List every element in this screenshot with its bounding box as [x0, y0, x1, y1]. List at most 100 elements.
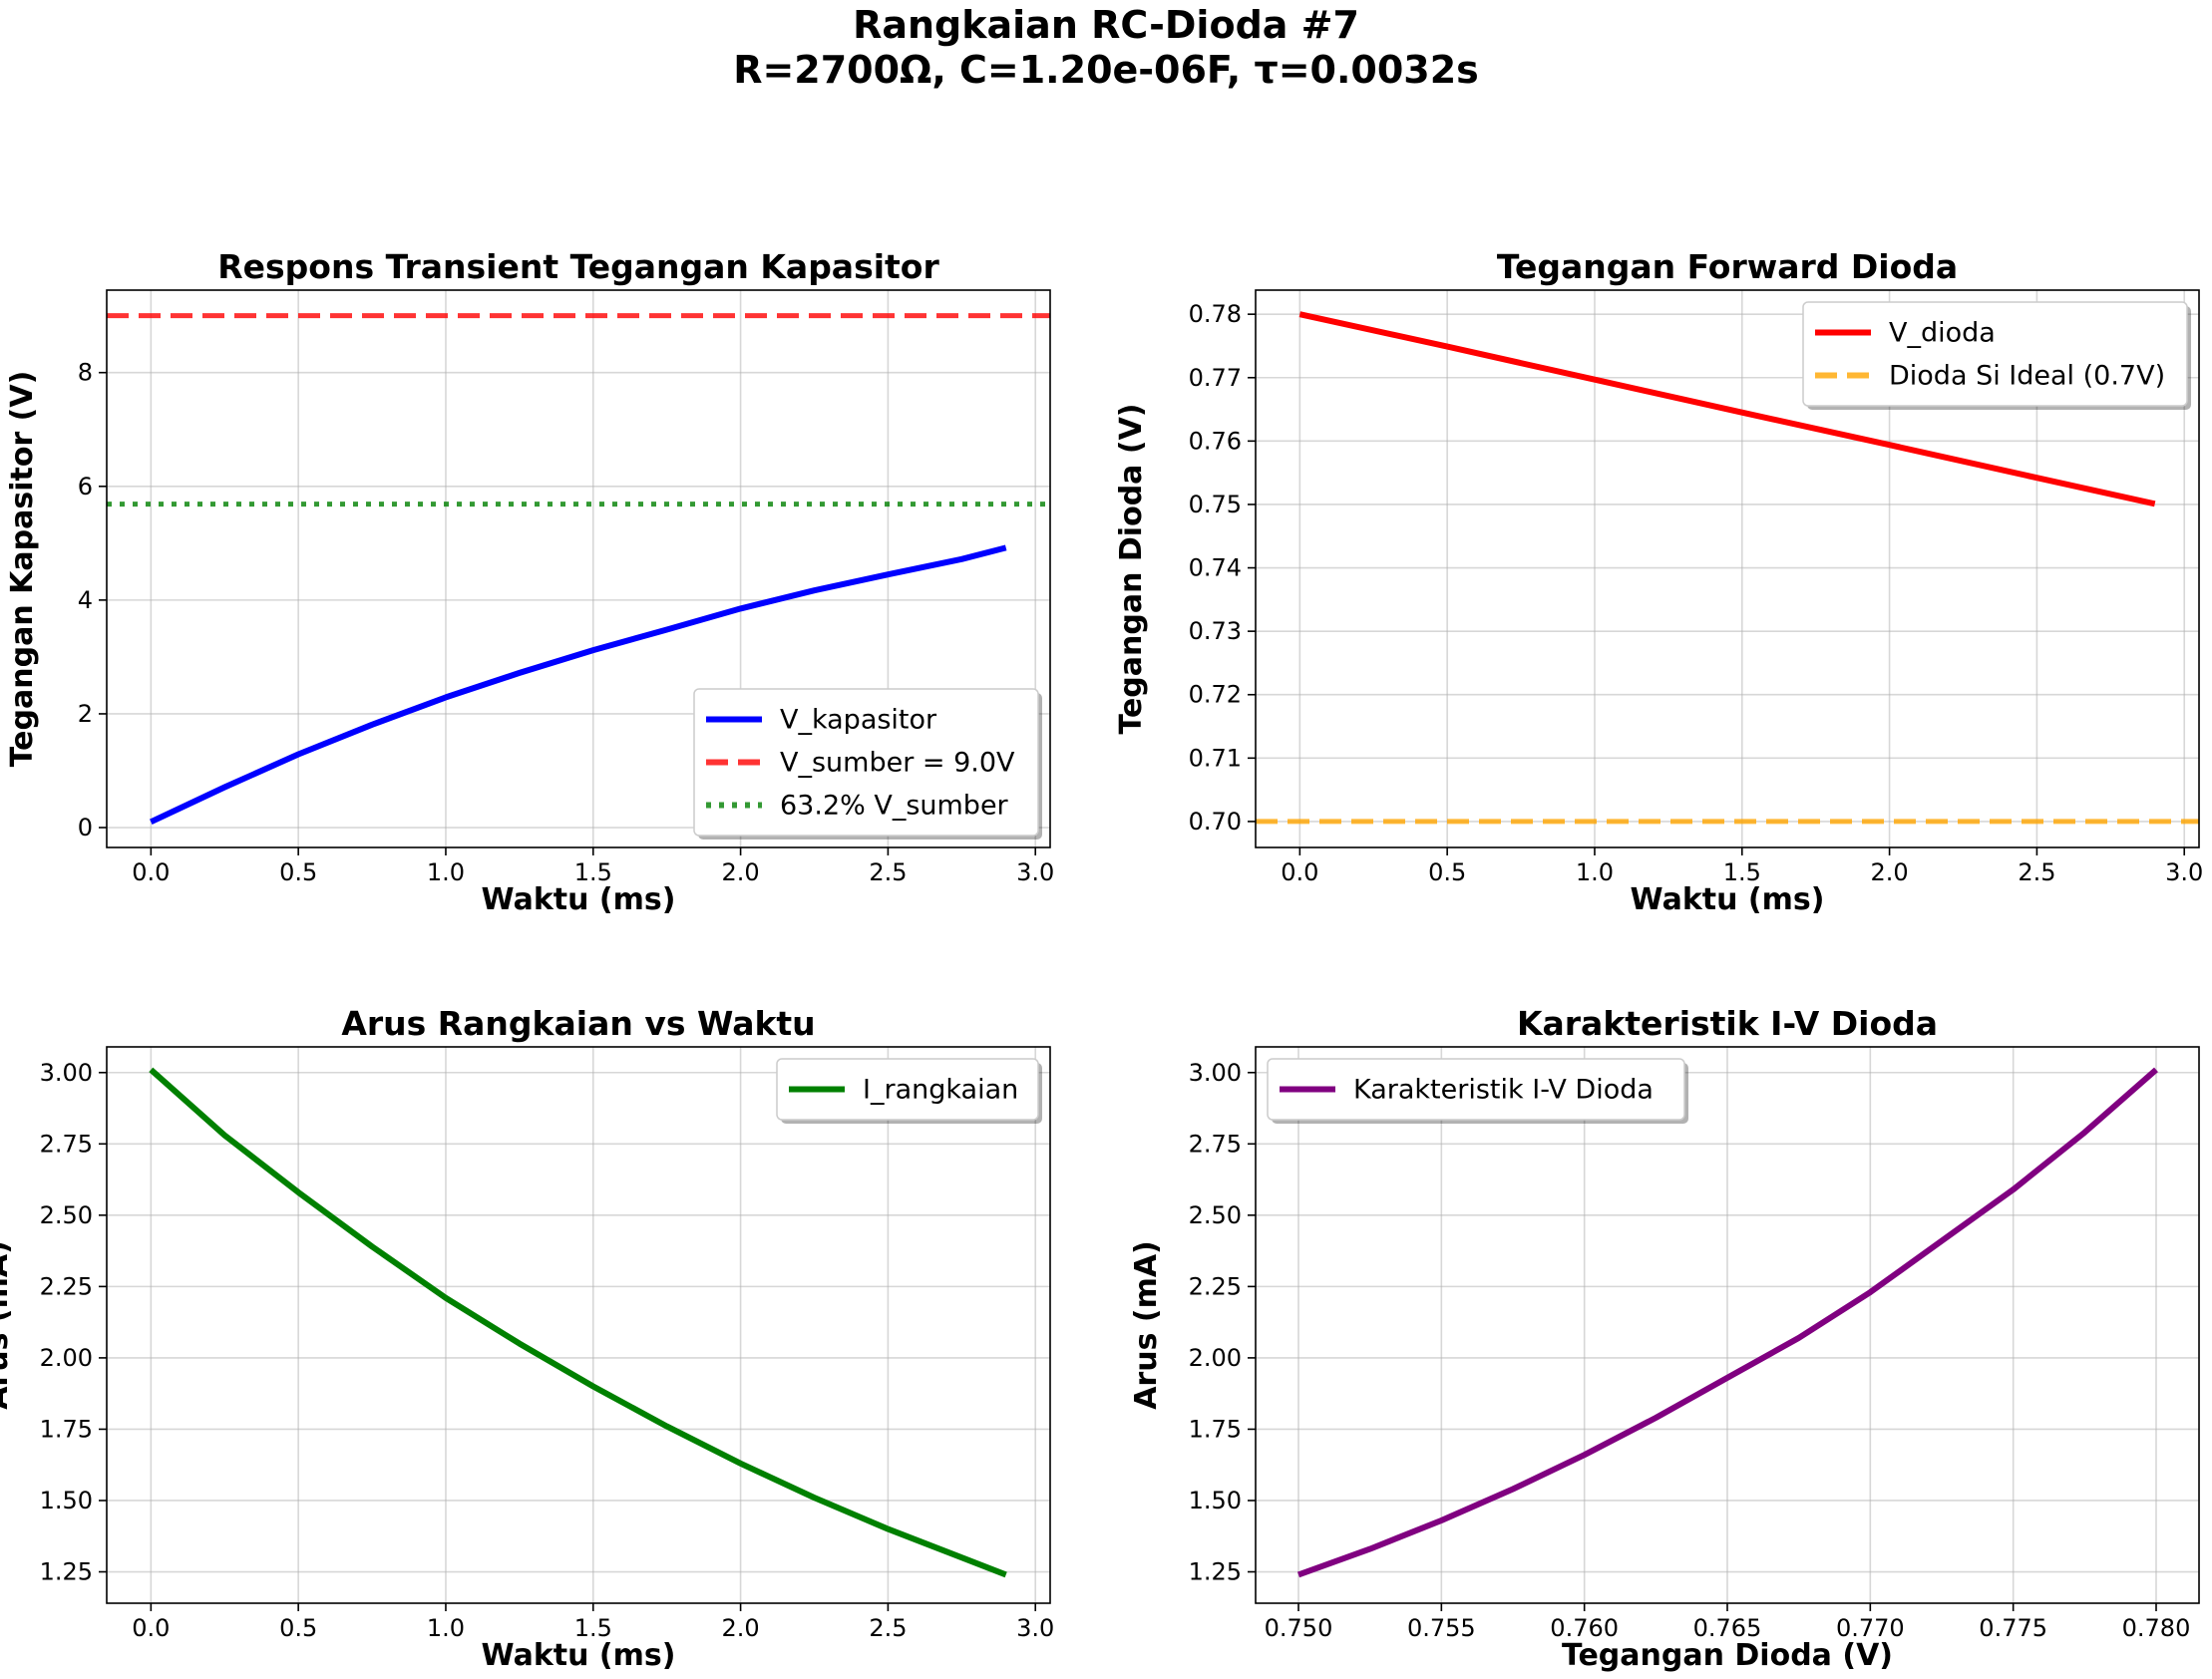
y-tick-label: 1.25	[40, 1558, 93, 1586]
x-axis-label: Tegangan Dioda (V)	[1562, 1638, 1893, 1673]
y-tick-label: 0.73	[1189, 617, 1242, 645]
legend-entry-label: Karakteristik I-V Dioda	[1353, 1075, 1654, 1106]
y-axis-label: Tegangan Kapasitor (V)	[5, 371, 40, 768]
series-group	[1256, 311, 2199, 825]
y-tick-label: 0.72	[1189, 681, 1242, 709]
chart-title: Tegangan Forward Dioda	[1497, 247, 1958, 286]
y-tick-label: 0.76	[1189, 427, 1242, 455]
y-tick-label: 2	[78, 700, 93, 728]
y-tick-label: 3.00	[1189, 1059, 1242, 1087]
y-tick-label: 2.50	[1189, 1201, 1242, 1229]
y-tick-label: 2.25	[1189, 1272, 1242, 1300]
x-tick-label: 2.5	[869, 1614, 907, 1642]
plot-frame	[106, 1046, 1051, 1604]
y-tick-label: 1.25	[1189, 1558, 1242, 1586]
chart-title: Karakteristik I-V Dioda	[1517, 1004, 1938, 1043]
y-tick-label: 0.70	[1189, 808, 1242, 836]
series-group	[1296, 1067, 2158, 1578]
legend-entry-label: V_sumber = 9.0V	[780, 748, 1015, 779]
legend: Karakteristik I-V Dioda	[1267, 1058, 1688, 1124]
legend-box	[693, 688, 1039, 837]
chart-capacitor-voltage: 0.0 0.5 1.0 1.5 2.0 2.5 3.0 0 2 4 6 8 Respons Transi…	[5, 247, 1054, 917]
chart-circuit-current: 0.0 0.5 1.0 1.5 2.0 2.5 3.0 1.25 1.50 1.75 2.00 2.2…	[0, 1004, 1054, 1673]
x-axis-label: Waktu (ms)	[1631, 882, 1825, 917]
x-tick-label: 0.0	[1281, 858, 1318, 886]
x-tick-label: 0.775	[1979, 1614, 2047, 1642]
y-tick-label: 2.00	[1189, 1344, 1242, 1372]
y-tick-label: 2.50	[40, 1201, 93, 1229]
legend: V_kapasitor V_sumber = 9.0V 63.2% V_sumber	[693, 688, 1042, 840]
y-axis-label: Tegangan Dioda (V)	[1114, 403, 1149, 734]
series-group	[107, 313, 1050, 826]
legend-entry-label: I_rangkaian	[863, 1075, 1018, 1106]
y-tick-label: 2.75	[40, 1130, 93, 1158]
x-axis-label: Waktu (ms)	[482, 882, 676, 917]
series-karakteristik-i-v-dioda-line	[1296, 1067, 2158, 1578]
y-tick-label: 2.25	[40, 1272, 93, 1300]
y-tick-label: 4	[78, 586, 93, 614]
chart-diode-iv-characteristic: 0.750 0.755 0.760 0.765 0.770 0.775 0.780 1.25 1…	[1129, 1004, 2200, 1673]
y-tick-label: 2.00	[40, 1344, 93, 1372]
y-tick-label: 1.50	[1189, 1487, 1242, 1514]
y-tick-label: 0.71	[1189, 744, 1242, 772]
x-tick-label: 0.755	[1407, 1614, 1476, 1642]
legend-entry-label: V_kapasitor	[780, 705, 937, 736]
x-tick-label: 0.5	[279, 858, 317, 886]
x-tick-label: 3.0	[2165, 858, 2203, 886]
y-tick-label: 0.75	[1189, 491, 1242, 518]
series-v-dioda-line	[1298, 311, 2156, 507]
x-tick-label: 0.0	[132, 1614, 170, 1642]
y-tick-label: 0.77	[1189, 364, 1242, 392]
x-axis-label: Waktu (ms)	[482, 1638, 676, 1673]
x-tick-label: 0.0	[132, 858, 170, 886]
y-tick-label: 0.78	[1189, 300, 1242, 328]
x-tick-label: 3.0	[1016, 1614, 1054, 1642]
x-tick-label: 0.770	[1836, 1614, 1905, 1642]
x-tick-label: 2.0	[722, 858, 760, 886]
x-tick-label: 0.5	[279, 1614, 317, 1642]
y-tick-label: 1.75	[40, 1415, 93, 1443]
series-v-kapasitor-line	[150, 544, 1007, 826]
legend-box	[1267, 1058, 1685, 1121]
y-axis-label: Arus (mA)	[1129, 1240, 1164, 1410]
x-tick-label: 1.0	[1576, 858, 1614, 886]
y-tick-label: 6	[78, 473, 93, 501]
x-tick-label: 3.0	[1016, 858, 1054, 886]
chart-title: Respons Transient Tegangan Kapasitor	[217, 247, 939, 286]
y-tick-label: 1.75	[1189, 1415, 1242, 1443]
x-tick-label: 0.765	[1693, 1614, 1762, 1642]
x-tick-label: 0.750	[1265, 1614, 1333, 1642]
x-tick-label: 1.0	[427, 1614, 465, 1642]
x-tick-label: 1.5	[574, 1614, 612, 1642]
x-tick-label: 2.5	[869, 858, 907, 886]
x-tick-label: 0.5	[1428, 858, 1466, 886]
legend-entry-label: 63.2% V_sumber	[780, 791, 1009, 822]
x-tick-label: 0.760	[1550, 1614, 1619, 1642]
y-tick-label: 0	[78, 814, 93, 841]
plot-frame	[1255, 289, 2200, 848]
series-i-rangkaian-line	[149, 1067, 1007, 1578]
chart-diode-forward-voltage: 0.0 0.5 1.0 1.5 2.0 2.5 3.0 0.70 0.71 0.72 0.73 0.7…	[1114, 247, 2203, 917]
x-tick-label: 2.0	[1871, 858, 1909, 886]
y-tick-label: 1.50	[40, 1487, 93, 1514]
series-group	[149, 1067, 1007, 1578]
y-tick-label: 3.00	[40, 1059, 93, 1087]
x-tick-label: 2.5	[2018, 858, 2055, 886]
legend-entry-label: V_dioda	[1889, 318, 1996, 349]
chart-title: Arus Rangkaian vs Waktu	[341, 1004, 815, 1043]
y-tick-label: 0.74	[1189, 554, 1242, 582]
x-tick-label: 1.5	[1723, 858, 1761, 886]
legend-box	[1802, 301, 2188, 407]
x-tick-label: 0.780	[2122, 1614, 2191, 1642]
figure-title-line2: R=2700Ω, C=1.20e-06F, τ=0.0032s	[733, 48, 1479, 92]
plot-frame	[106, 289, 1051, 848]
legend: I_rangkaian	[776, 1058, 1042, 1124]
y-axis-label: Arus (mA)	[0, 1240, 15, 1410]
y-tick-label: 8	[78, 359, 93, 387]
x-tick-label: 1.5	[574, 858, 612, 886]
figure-title-line1: Rangkaian RC-Dioda #7	[853, 3, 1359, 47]
y-tick-label: 2.75	[1189, 1130, 1242, 1158]
legend: V_dioda Dioda Si Ideal (0.7V)	[1802, 301, 2191, 410]
x-tick-label: 2.0	[722, 1614, 760, 1642]
